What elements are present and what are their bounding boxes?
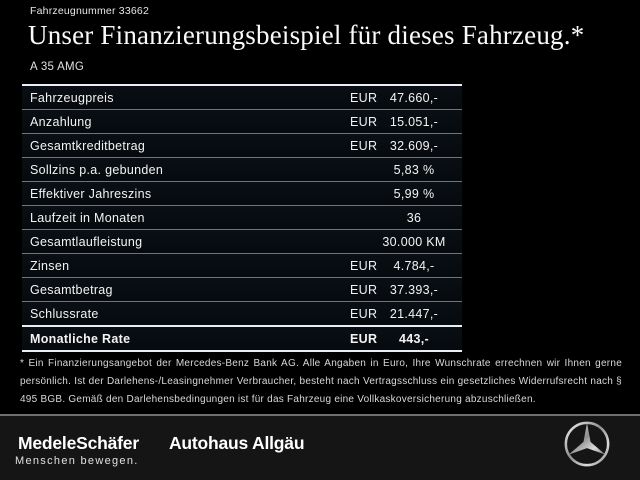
row-label: Zinsen bbox=[30, 258, 70, 273]
row-currency: EUR bbox=[350, 258, 378, 273]
table-row: Gesamtkreditbetrag EUR 32.609,- bbox=[22, 133, 462, 157]
row-value: 30.000 KM bbox=[382, 234, 446, 249]
row-value: 37.393,- bbox=[389, 282, 439, 297]
table-row: Monatliche Rate EUR 443,- bbox=[22, 325, 462, 350]
page-title: Unser Finanzierungsbeispiel für dieses F… bbox=[28, 20, 585, 50]
dealer-logo-medele-schaefer: MedeleSchäfer bbox=[18, 433, 139, 453]
dealer-logo-autohaus-allgaeu: Autohaus Allgäu bbox=[168, 433, 305, 453]
row-value: 15.051,- bbox=[389, 114, 439, 129]
mercedes-star-icon bbox=[564, 421, 610, 467]
row-value: 5,83 % bbox=[393, 162, 435, 177]
row-label: Laufzeit in Monaten bbox=[30, 210, 145, 225]
row-label: Fahrzeugpreis bbox=[30, 90, 114, 105]
row-currency: EUR bbox=[350, 138, 378, 153]
financing-table: Fahrzeugpreis EUR 47.660,- Anzahlung EUR… bbox=[22, 84, 462, 352]
row-label: Sollzins p.a. gebunden bbox=[30, 162, 164, 177]
row-value: 21.447,- bbox=[389, 306, 439, 321]
table-row: Fahrzeugpreis EUR 47.660,- bbox=[22, 86, 462, 109]
table-row: Zinsen EUR 4.784,- bbox=[22, 253, 462, 277]
row-value: 443,- bbox=[399, 331, 429, 346]
table-row: Anzahlung EUR 15.051,- bbox=[22, 109, 462, 133]
row-value: 36 bbox=[406, 210, 422, 225]
row-label: Effektiver Jahreszins bbox=[30, 186, 152, 201]
row-currency: EUR bbox=[350, 331, 378, 346]
dealer-tagline: Menschen bewegen. bbox=[15, 455, 139, 467]
model-name: A 35 AMG bbox=[30, 61, 85, 73]
table-row: Sollzins p.a. gebunden 5,83 % bbox=[22, 157, 462, 181]
row-currency: EUR bbox=[350, 114, 378, 129]
row-label: Anzahlung bbox=[30, 114, 92, 129]
table-row: Effektiver Jahreszins 5,99 % bbox=[22, 181, 462, 205]
row-value: 4.784,- bbox=[393, 258, 435, 273]
row-label: Gesamtkreditbetrag bbox=[30, 138, 146, 153]
footer: MedeleSchäfer Autohaus Allgäu Menschen b… bbox=[0, 416, 640, 480]
row-label: Schlussrate bbox=[30, 306, 99, 321]
table-row: Laufzeit in Monaten 36 bbox=[22, 205, 462, 229]
row-value: 32.609,- bbox=[389, 138, 439, 153]
vehicle-number: Fahrzeugnummer 33662 bbox=[30, 5, 149, 17]
row-currency: EUR bbox=[350, 282, 378, 297]
footer-divider bbox=[0, 414, 640, 416]
row-currency: EUR bbox=[350, 90, 378, 105]
footnote-text: * Ein Finanzierungsangebot der Mercedes-… bbox=[20, 358, 622, 405]
row-currency: EUR bbox=[350, 306, 378, 321]
row-label: Gesamtbetrag bbox=[30, 282, 113, 297]
table-row: Gesamtlaufleistung 30.000 KM bbox=[22, 229, 462, 253]
row-value: 5,99 % bbox=[393, 186, 435, 201]
row-value: 47.660,- bbox=[389, 90, 439, 105]
row-label: Gesamtlaufleistung bbox=[30, 234, 143, 249]
table-row: Schlussrate EUR 21.447,- bbox=[22, 301, 462, 325]
table-row: Gesamtbetrag EUR 37.393,- bbox=[22, 277, 462, 301]
row-label: Monatliche Rate bbox=[30, 331, 131, 346]
dealer-logos: MedeleSchäfer Autohaus Allgäu bbox=[18, 433, 305, 454]
